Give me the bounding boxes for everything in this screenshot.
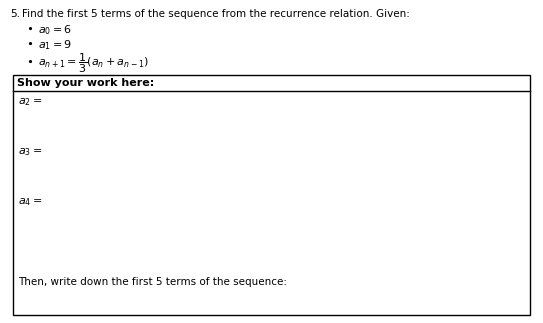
Text: $a_{n+1} = \dfrac{1}{3}\left(a_n + a_{n-1}\right)$: $a_{n+1} = \dfrac{1}{3}\left(a_n + a_{n-… xyxy=(38,52,149,76)
Text: 5.: 5. xyxy=(10,9,20,19)
Text: $a_3 =$: $a_3 =$ xyxy=(18,146,42,158)
Text: Show your work here:: Show your work here: xyxy=(17,78,154,88)
Text: $\bullet$: $\bullet$ xyxy=(26,38,33,48)
Text: $\bullet$: $\bullet$ xyxy=(26,56,33,66)
Text: $a_2 =$: $a_2 =$ xyxy=(18,96,42,108)
Bar xyxy=(13,75,530,315)
Text: $a_0 = 6$: $a_0 = 6$ xyxy=(38,23,72,37)
Text: Find the first 5 terms of the sequence from the recurrence relation. Given:: Find the first 5 terms of the sequence f… xyxy=(22,9,410,19)
Text: $a_4 =$: $a_4 =$ xyxy=(18,196,42,208)
Text: $a_1 = 9$: $a_1 = 9$ xyxy=(38,38,72,52)
Text: $\bullet$: $\bullet$ xyxy=(26,23,33,33)
Text: Then, write down the first 5 terms of the sequence:: Then, write down the first 5 terms of th… xyxy=(18,277,287,287)
